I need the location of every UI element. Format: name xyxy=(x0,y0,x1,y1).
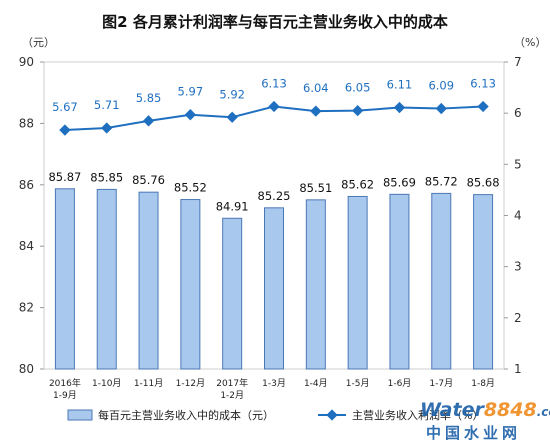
bar xyxy=(347,195,368,370)
right-tick-label: 2 xyxy=(514,311,522,325)
line-value-label: 5.67 xyxy=(52,100,78,114)
bar-value-label: 85.52 xyxy=(174,181,207,195)
bar xyxy=(473,194,494,370)
bar-value-label: 85.76 xyxy=(132,173,165,187)
chart-title: 图2 各月累计利润率与每百元主营业务收入中的成本 xyxy=(102,13,448,31)
bar xyxy=(431,192,452,370)
line-point xyxy=(435,102,447,115)
line-point xyxy=(184,109,197,121)
left-axis-unit: （元） xyxy=(22,36,55,49)
right-tick-label: 5 xyxy=(514,157,522,171)
left-axis: 80 82 84 86 88 90 xyxy=(19,55,44,376)
legend-line-label: 主营业务收入利润率（%） xyxy=(352,408,483,422)
x-tick-label: 1-5月 xyxy=(346,378,370,389)
legend-bar-label: 每百元主营业务收入中的成本（元） xyxy=(98,408,274,422)
left-tick-label: 82 xyxy=(19,301,34,315)
line-value-label: 5.92 xyxy=(219,87,245,101)
x-tick-label: 1-11月 xyxy=(134,378,163,389)
x-tick-label: 1-12月 xyxy=(176,378,205,389)
legend: 每百元主营业务收入中的成本（元） 主营业务收入利润率（%） xyxy=(67,408,483,422)
x-tick-label: 1-4月 xyxy=(304,378,328,389)
x-tick-label: 1-6月 xyxy=(388,378,412,389)
bar xyxy=(96,188,117,370)
bar-value-label: 85.85 xyxy=(90,170,123,184)
line-point xyxy=(142,115,155,127)
watermark: Water8848.com 中国水业网 xyxy=(420,399,550,442)
left-tick-label: 80 xyxy=(19,362,34,376)
line-value-label: 6.11 xyxy=(387,78,413,92)
line-point xyxy=(268,100,280,113)
line-point xyxy=(393,101,406,114)
watermark-sitename: 中国水业网 xyxy=(426,424,521,442)
watermark-logo: Water8848.com xyxy=(420,399,550,421)
bar xyxy=(222,217,243,370)
legend-line-marker xyxy=(326,409,338,421)
line-point xyxy=(310,105,322,117)
right-tick-label: 1 xyxy=(514,362,522,376)
bar-value-label: 85.69 xyxy=(383,175,416,189)
line-series xyxy=(59,100,489,136)
line-value-label: 5.85 xyxy=(136,91,162,105)
x-tick-label: 2016年 1-9月 xyxy=(49,377,81,401)
x-tick-label: 1-3月 xyxy=(262,378,286,389)
x-tick-label: 2017年 1-2月 xyxy=(216,377,248,401)
line-point xyxy=(477,100,489,113)
right-axis-unit: （%） xyxy=(514,36,546,49)
x-axis: 2016年 1-9月 1-10月 1-11月 1-12月 2017年 1-2月 1-3月 1-4… xyxy=(49,377,495,401)
left-tick-label: 86 xyxy=(19,178,34,192)
bar xyxy=(180,199,201,370)
left-tick-label: 84 xyxy=(19,239,34,253)
right-axis: 1 2 3 4 5 6 7 xyxy=(504,55,522,376)
bar xyxy=(138,191,159,370)
right-tick-label: 6 xyxy=(514,106,522,120)
bar xyxy=(54,188,75,370)
bar-value-label: 84.91 xyxy=(216,199,249,213)
line-value-label: 6.04 xyxy=(303,81,329,95)
bar-value-label: 85.72 xyxy=(425,174,458,188)
bar-value-label: 85.51 xyxy=(299,181,332,195)
x-tick-label: 1-7月 xyxy=(429,378,453,389)
line-value-label: 6.05 xyxy=(345,81,371,95)
right-tick-label: 3 xyxy=(514,260,522,274)
bar-value-label: 85.62 xyxy=(341,177,374,191)
bar-value-label: 85.25 xyxy=(258,189,291,203)
legend-bar-swatch xyxy=(67,409,93,421)
right-tick-label: 7 xyxy=(514,55,522,69)
line-labels: 5.67 5.71 5.85 5.97 5.92 6.13 6.04 6.05 6.11 6.09… xyxy=(52,77,496,115)
x-tick-label: 1-8月 xyxy=(471,378,495,389)
bar-series xyxy=(54,188,494,370)
bar-labels: 85.87 85.85 85.76 85.52 84.91 85.25 85.51 85.62… xyxy=(48,170,499,213)
line-value-label: 6.13 xyxy=(470,77,496,91)
line-value-label: 5.71 xyxy=(94,98,120,112)
line-value-label: 6.09 xyxy=(428,79,454,93)
bar-value-label: 85.68 xyxy=(467,176,500,190)
line-value-label: 5.97 xyxy=(178,85,204,99)
line-point xyxy=(101,122,113,134)
line-point xyxy=(351,104,364,117)
right-tick-label: 4 xyxy=(514,209,522,223)
bar xyxy=(305,199,326,370)
x-tick-label: 1-10月 xyxy=(92,378,121,389)
left-tick-label: 90 xyxy=(19,55,34,69)
line-value-label: 6.13 xyxy=(261,77,287,91)
bar xyxy=(389,193,410,370)
left-tick-label: 88 xyxy=(19,116,34,130)
line-point xyxy=(59,124,71,136)
bar xyxy=(264,207,284,370)
line-point xyxy=(226,111,238,123)
bar-value-label: 85.87 xyxy=(48,170,81,184)
